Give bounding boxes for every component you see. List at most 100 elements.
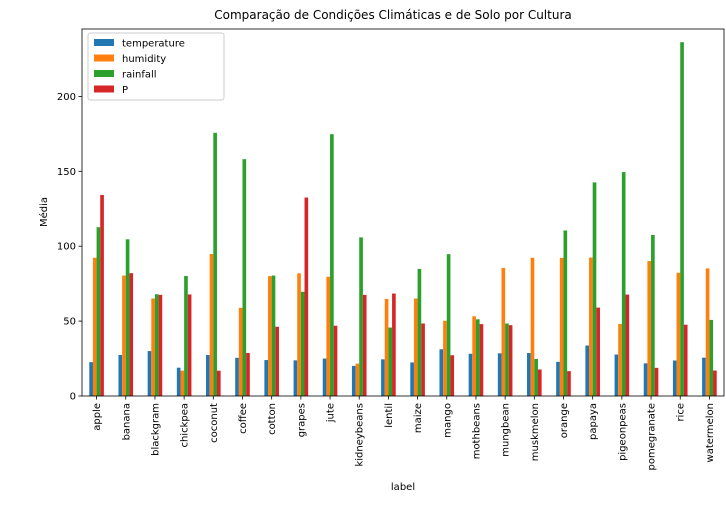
bar-humidity-banana (122, 275, 126, 396)
y-axis: 0 50 100 150 200 (57, 92, 82, 403)
bar-humidity-muskmelon (530, 257, 535, 396)
bar-humidity-lentil (384, 298, 389, 396)
bar-rainfall-apple (96, 227, 101, 396)
bar-p-jute (333, 325, 338, 396)
bar-p-chickpea (187, 294, 192, 396)
bar-rainfall-mango (446, 254, 451, 396)
bar-p-lentil (392, 293, 396, 396)
legend-swatch-humidity (94, 54, 114, 62)
bar-rainfall-coconut (213, 132, 217, 396)
bar-rainfall-rice (680, 42, 684, 397)
bar-temperature-muskmelon (527, 353, 531, 396)
bar-temperature-mango (439, 349, 444, 396)
x-tick-label-orange: orange (559, 403, 570, 438)
bar-p-rice (683, 324, 688, 396)
y-tick-label: 0 (70, 392, 76, 403)
legend-label-temperature: temperature (122, 39, 185, 50)
bar-temperature-coffee (235, 357, 239, 396)
bar-temperature-maize (410, 362, 414, 396)
y-tick-label: 50 (63, 317, 76, 328)
bar-rainfall-watermelon (709, 319, 714, 396)
bar-temperature-jute (322, 358, 327, 396)
x-tick-label-blackgram: blackgram (150, 403, 161, 456)
bar-rainfall-mothbeans (475, 319, 480, 396)
bar-rainfall-maize (417, 268, 422, 396)
x-tick-label-cotton: cotton (267, 403, 278, 435)
bar-p-cotton (275, 326, 279, 396)
bar-humidity-coffee (238, 307, 243, 396)
x-tick-label-rice: rice (676, 403, 687, 422)
bar-rainfall-mungbean (505, 323, 509, 396)
bar-rainfall-blackgram (154, 294, 159, 396)
x-tick-label-grapes: grapes (296, 403, 307, 437)
bar-temperature-rice (672, 360, 677, 396)
bar-temperature-lentil (381, 359, 385, 396)
bar-temperature-mungbean (497, 353, 502, 396)
bar-humidity-mango (443, 320, 447, 396)
bar-humidity-maize (413, 298, 418, 396)
bar-humidity-grapes (297, 273, 301, 396)
legend-box (87, 32, 225, 101)
bar-p-mothbeans (479, 324, 484, 396)
bar-humidity-mothbeans (472, 316, 476, 396)
bar-p-banana (129, 273, 134, 396)
x-tick-label-coffee: coffee (238, 403, 249, 434)
bar-temperature-pomegranate (643, 363, 648, 396)
bar-humidity-papaya (589, 257, 593, 396)
legend-label-p: P (122, 85, 128, 96)
x-tick-label-apple: apple (92, 403, 103, 431)
bar-p-apple (100, 194, 104, 396)
bar-temperature-watermelon (702, 357, 706, 396)
bar-temperature-orange (556, 361, 560, 396)
bar-p-pigeonpeas (625, 294, 630, 396)
x-axis: apple banana blackgram chickpea coconut coffe… (92, 396, 716, 471)
bar-p-coffee (246, 353, 250, 396)
bar-p-mungbean (508, 325, 513, 396)
x-tick-label-banana: banana (121, 403, 132, 440)
bar-rainfall-lentil (388, 327, 393, 396)
bar-humidity-orange (559, 257, 564, 396)
x-tick-label-jute: jute (326, 403, 337, 423)
plot-area (89, 42, 717, 397)
legend-swatch-p (94, 85, 114, 93)
bar-rainfall-coffee (242, 159, 247, 396)
bar-humidity-watermelon (705, 268, 710, 396)
bar-temperature-pigeonpeas (614, 354, 619, 396)
bar-p-maize (421, 323, 425, 396)
bar-temperature-papaya (585, 345, 590, 396)
x-tick-label-chickpea: chickpea (180, 403, 191, 448)
x-tick-label-mungbean: mungbean (501, 403, 512, 457)
bar-temperature-blackgram (147, 351, 152, 396)
bar-humidity-kidneybeans (355, 363, 360, 396)
bar-p-muskmelon (537, 369, 542, 396)
bar-p-grapes (304, 197, 309, 396)
bar-humidity-pomegranate (647, 261, 652, 396)
bar-temperature-chickpea (176, 367, 181, 396)
x-tick-label-mango: mango (442, 403, 453, 438)
y-tick-label: 150 (57, 167, 76, 178)
x-tick-label-maize: maize (413, 403, 424, 433)
bar-humidity-jute (326, 276, 331, 396)
bar-rainfall-pomegranate (651, 234, 655, 396)
y-axis-label: Média (38, 197, 50, 227)
x-tick-label-coconut: coconut (209, 403, 220, 443)
bar-humidity-mungbean (501, 267, 506, 396)
bar-rainfall-cotton (271, 275, 276, 396)
x-tick-label-watermelon: watermelon (705, 403, 716, 462)
bar-temperature-grapes (293, 360, 298, 396)
x-tick-label-pomegranate: pomegranate (647, 403, 658, 471)
plot-frame (81, 28, 725, 397)
bar-p-blackgram (158, 294, 163, 396)
x-tick-label-kidneybeans: kidneybeans (355, 403, 366, 467)
bar-rainfall-jute (330, 134, 334, 396)
bar-rainfall-papaya (592, 182, 597, 396)
y-tick-label: 200 (57, 92, 76, 103)
x-axis-label: label (391, 482, 415, 493)
bar-rainfall-muskmelon (534, 359, 538, 396)
bar-p-mango (450, 355, 455, 396)
x-tick-label-muskmelon: muskmelon (530, 403, 541, 461)
legend-label-rainfall: rainfall (122, 70, 157, 81)
bar-rainfall-kidneybeans (359, 237, 363, 396)
legend-label-humidity: humidity (122, 54, 166, 65)
x-tick-label-papaya: papaya (588, 403, 599, 440)
